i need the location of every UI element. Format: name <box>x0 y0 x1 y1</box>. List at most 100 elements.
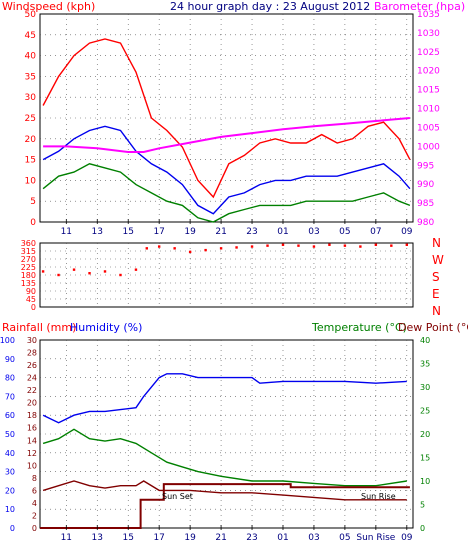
windspeed-tick-8: 40 <box>25 52 37 62</box>
temperature-tick-7: 35 <box>420 360 430 369</box>
barometer-tick-2: 990 <box>417 180 434 190</box>
direction-point-18 <box>312 245 316 248</box>
direction-tick-8: 360 <box>21 239 36 248</box>
direction-tick-5: 225 <box>21 263 36 272</box>
direction-tick-0: 0 <box>31 303 36 312</box>
compass-label-2: S <box>432 270 440 284</box>
humidity-tick-labels: 0 10 20 30 40 50 60 70 80 90 100 <box>0 336 15 533</box>
rainfall-tick-14: 28 <box>27 349 37 358</box>
barometer-line <box>43 117 410 153</box>
wind-grid <box>40 14 413 222</box>
climate-series <box>40 373 410 529</box>
x-tick-3: 17 <box>153 533 164 543</box>
humidity-tick-2: 20 <box>5 486 15 495</box>
humidity-tick-6: 60 <box>5 411 15 420</box>
temperature-axis-label: Temperature (°C) <box>311 321 407 334</box>
barometer-tick-1: 985 <box>417 199 434 209</box>
direction-point-13 <box>235 246 238 249</box>
direction-point-3 <box>88 272 91 275</box>
windspeed-tick-9: 45 <box>25 31 36 41</box>
windspeed-tick-1: 5 <box>30 197 36 207</box>
rainfall-tick-8: 16 <box>27 424 37 433</box>
barometer-tick-labels: 980 985 990 995 1000 1005 1010 1015 1020 1025 1030… <box>417 10 440 228</box>
direction-point-24 <box>405 243 409 246</box>
rainfall-tick-2: 4 <box>32 499 37 508</box>
temperature-tick-4: 20 <box>420 430 430 439</box>
direction-point-0 <box>41 270 45 273</box>
temperature-line <box>42 428 407 487</box>
windspeed-tick-10: 50 <box>25 10 37 20</box>
direction-point-1 <box>57 273 60 277</box>
sunset-annotation: Sun Set <box>162 492 193 501</box>
rainfall-axis-label: Rainfall (mm) <box>2 321 76 334</box>
temperature-tick-8: 40 <box>420 336 430 345</box>
direction-point-6 <box>134 268 138 271</box>
humidity-tick-7: 70 <box>5 392 15 401</box>
windspeed-tick-0: 0 <box>30 218 36 228</box>
direction-tick-4: 180 <box>21 271 36 280</box>
direction-point-20 <box>343 244 347 247</box>
x-tick-7: 01 <box>277 227 288 237</box>
temperature-tick-5: 25 <box>420 407 430 416</box>
x-tick-11: 09 <box>401 533 413 543</box>
direction-point-5 <box>119 273 122 277</box>
sunrise-annotation: Sun Rise <box>361 492 396 501</box>
chart-title: 24 hour graph day : 23 August 2012 <box>170 0 370 13</box>
x-tick-4: 19 <box>184 227 196 237</box>
x-tick-11: 09 <box>401 227 413 237</box>
rainfall-tick-13: 26 <box>27 361 37 370</box>
humidity-tick-9: 90 <box>5 355 15 364</box>
rainfall-tick-7: 14 <box>27 436 37 445</box>
direction-tick-2: 90 <box>26 287 36 296</box>
climate-x-tick-labels: 11 13 15 17 19 21 23 01 03 05 Sun Rise 09 <box>61 525 413 543</box>
x-tick-0: 11 <box>61 227 72 237</box>
direction-point-23 <box>390 244 393 247</box>
rainfall-tick-4: 8 <box>32 474 37 483</box>
average-line <box>42 125 411 215</box>
humidity-tick-1: 10 <box>5 505 15 514</box>
windspeed-tick-5: 25 <box>25 114 36 124</box>
x-tick-4: 19 <box>184 533 196 543</box>
humidity-axis-label: Humidity (%) <box>70 321 142 334</box>
rainfall-tick-1: 2 <box>32 511 37 520</box>
rainfall-tick-15: 30 <box>27 336 37 345</box>
direction-point-11 <box>204 248 207 252</box>
direction-point-8 <box>157 245 161 248</box>
climate-grid <box>40 340 413 528</box>
temperature-tick-3: 15 <box>420 454 430 463</box>
direction-tick-3: 135 <box>21 279 36 288</box>
rainfall-tick-6: 12 <box>27 449 37 458</box>
direction-grid <box>40 243 413 307</box>
barometer-axis-label: Barometer (hpa) <box>374 0 465 13</box>
rainfall-tick-9: 18 <box>27 411 37 420</box>
direction-point-4 <box>103 270 107 273</box>
humidity-tick-8: 80 <box>5 374 15 383</box>
humidity-tick-10: 100 <box>0 336 15 345</box>
direction-point-7 <box>145 247 148 250</box>
humidity-tick-0: 0 <box>10 524 15 533</box>
barometer-tick-6: 1010 <box>417 105 440 115</box>
wind-series <box>42 38 411 223</box>
dewpoint-axis-label: Dew Point (°C) <box>398 321 468 334</box>
x-tick-6: 23 <box>246 533 257 543</box>
wind-x-tick-labels: 11 13 15 17 19 21 23 01 03 05 07 09 <box>61 219 413 237</box>
x-tick-10: 07 <box>370 227 381 237</box>
x-tick-9: 05 <box>339 227 350 237</box>
rainfall-tick-10: 20 <box>27 399 37 408</box>
barometer-tick-9: 1025 <box>417 48 440 58</box>
x-tick-2: 15 <box>122 227 133 237</box>
x-tick-2: 15 <box>122 533 133 543</box>
windspeed-tick-7: 35 <box>25 72 36 82</box>
gust-line <box>42 38 411 199</box>
x-tick-7: 01 <box>277 533 288 543</box>
temperature-tick-labels: 0 5 10 15 20 25 30 35 40 <box>420 336 430 533</box>
windspeed-tick-3: 15 <box>25 156 36 166</box>
barometer-tick-0: 980 <box>417 218 434 228</box>
direction-point-16 <box>281 243 285 246</box>
direction-tick-1: 45 <box>26 295 36 304</box>
barometer-tick-11: 1035 <box>417 10 440 20</box>
